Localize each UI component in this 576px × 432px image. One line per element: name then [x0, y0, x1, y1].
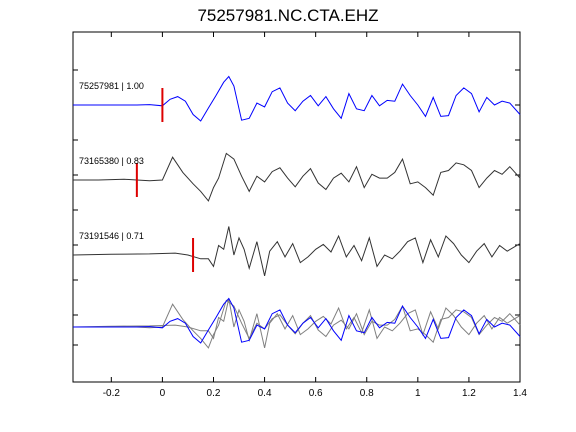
trace-label: 73191546 | 0.71 [79, 231, 144, 241]
stacked-traces [72, 75, 521, 277]
trace-labels: 75257981 | 1.00 73165380 | 0.83 73191546 |… [79, 81, 144, 241]
overlay-trace-2 [73, 299, 521, 349]
x-tick-label: 1.4 [513, 388, 527, 399]
trace-label: 75257981 | 1.00 [79, 81, 144, 91]
overlay-traces [72, 297, 521, 349]
chart-title: 75257981.NC.CTA.EHZ [197, 6, 379, 25]
pick-markers [135, 88, 195, 272]
overlay-trace-1 [73, 297, 521, 344]
plot-area [72, 31, 521, 383]
x-tick-label: 0.6 [309, 388, 323, 399]
x-tick-label: 0.8 [360, 388, 374, 399]
trace-3 [72, 226, 521, 277]
x-tick-label: 0.4 [258, 388, 272, 399]
trace-2 [73, 152, 521, 202]
x-ticks: -0.2 0 0.2 0.4 0.6 0.8 1 1.2 1.4 [103, 32, 527, 399]
x-tick-label: -0.2 [103, 388, 121, 399]
x-tick-label: 0.2 [207, 388, 221, 399]
trace-1 [73, 75, 521, 122]
x-tick-label: 0 [160, 388, 166, 399]
x-tick-label: 1.2 [462, 388, 476, 399]
x-tick-label: 1 [415, 388, 421, 399]
trace-label: 73165380 | 0.83 [79, 156, 144, 166]
